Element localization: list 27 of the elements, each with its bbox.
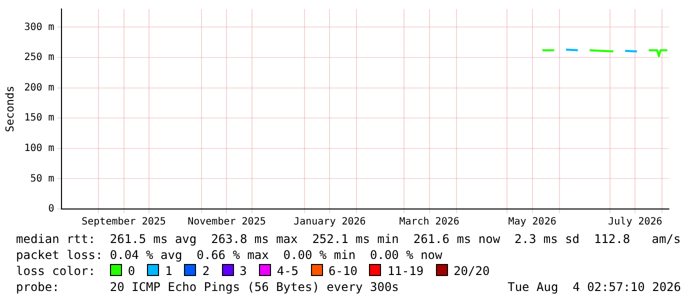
y-tick-label: 100 m <box>24 142 54 154</box>
y-tick-label: 0 <box>48 204 54 215</box>
x-tick-label: November 2025 <box>188 216 266 228</box>
x-tick-label: May 2026 <box>508 216 556 228</box>
y-tick-label: 200 m <box>24 82 54 94</box>
text: Tue Aug 4 02:57:10 2026 <box>508 279 681 295</box>
y-tick-label: 300 m <box>24 22 54 33</box>
x-tick-label: March 2026 <box>399 216 460 228</box>
legend-label: 3 <box>240 264 247 278</box>
y-tick-label: 250 m <box>24 52 54 64</box>
text: median rtt: 261.5 ms avg 263.8 ms max 252.1 ms min 261.6 ms now 2.3 ms sd 112.8 am/s <box>16 231 681 247</box>
legend-label: 2 <box>202 264 210 278</box>
x-tick-label: September 2025 <box>82 216 166 228</box>
y-tick-label: 50 m <box>30 173 54 184</box>
x-tick-label: July 2026 <box>608 216 662 228</box>
legend-title: loss color: <box>16 264 96 278</box>
legend-label: 11-19 <box>387 264 424 278</box>
legend-label: 6-10 <box>328 264 358 278</box>
text: packet loss: 0.04 % avg 0.66 % max 0.00 % min 0.00 % now <box>16 247 444 263</box>
legend-label: 0 <box>128 264 136 278</box>
legend-label: 4-5 <box>276 264 299 278</box>
text: probe: 20 ICMP Echo Pings (56 Bytes) every 300s <box>16 279 399 295</box>
legend-label: 20/20 <box>454 264 490 278</box>
legend-label: 1 <box>165 264 172 278</box>
y-tick-label: 150 m <box>24 112 54 124</box>
x-tick-label: January 2026 <box>294 216 366 228</box>
y-axis-title: Seconds <box>3 86 16 132</box>
